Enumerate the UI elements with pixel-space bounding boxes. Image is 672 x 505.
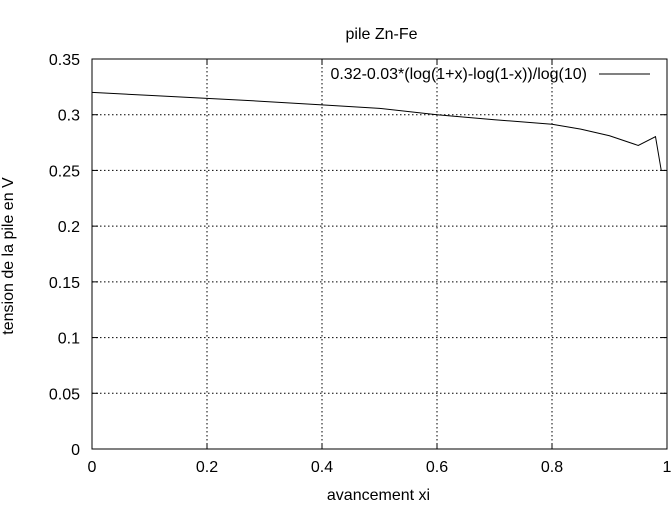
x-tick-label: 0.8 xyxy=(541,459,563,476)
y-tick-label: 0.3 xyxy=(58,108,80,125)
series-line xyxy=(91,91,662,171)
y-tick-label: 0.35 xyxy=(49,52,80,69)
y-tick-label: 0.05 xyxy=(49,386,80,403)
plot-frame xyxy=(91,58,668,450)
y-tick-label: 0.15 xyxy=(49,275,80,292)
legend-label: 0.32-0.03*(log(1+x)-log(1-x))/log(10) xyxy=(330,66,587,83)
x-tick-label: 1 xyxy=(663,459,672,476)
legend: 0.32-0.03*(log(1+x)-log(1-x))/log(10) xyxy=(330,66,650,83)
x-tick-label: 0.6 xyxy=(426,459,448,476)
x-tick-label: 0.2 xyxy=(196,459,218,476)
y-tick-label: 0.1 xyxy=(58,331,80,348)
x-axis-label: avancement xi xyxy=(327,487,430,504)
y-axis: 0 0.05 0.1 0.15 0.2 0.25 0.3 0.35 xyxy=(49,52,667,459)
grid-lines xyxy=(92,59,667,449)
y-axis-label: tension de la pile en V xyxy=(0,177,17,335)
x-tick-label: 0.4 xyxy=(311,459,333,476)
y-tick-label: 0.25 xyxy=(49,163,80,180)
y-tick-label: 0.2 xyxy=(58,219,80,236)
plot-series xyxy=(91,91,662,171)
x-tick-label: 0 xyxy=(88,459,97,476)
x-axis: 0 0.2 0.4 0.6 0.8 1 xyxy=(88,59,672,476)
chart-title: pile Zn-Fe xyxy=(345,26,417,43)
y-tick-label: 0 xyxy=(71,442,80,459)
